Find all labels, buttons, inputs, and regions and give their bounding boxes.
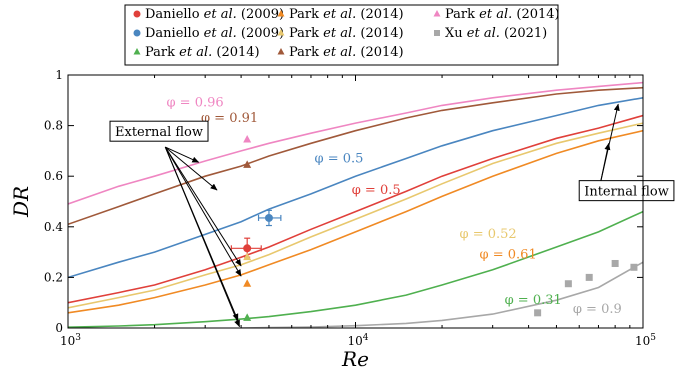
legend-label: Park et al. (2014): [289, 7, 404, 22]
legend-marker-triangle: [277, 10, 285, 17]
legend-entry-6: Park et al. (2014): [133, 45, 260, 60]
data-point-5: [243, 279, 252, 287]
annotation-1: Internal flow: [578, 103, 675, 202]
y-tick-label-2: 0.4: [44, 220, 63, 234]
legend-entry-0: Daniello et al. (2009): [133, 7, 284, 22]
y-tick-label-1: 0.2: [44, 270, 63, 284]
plot-area: φ = 0.96φ = 0.91 φ = 0.5 φ = 0.5 φ = 0.52 φ …: [68, 81, 675, 328]
annotation-0: External flow: [109, 120, 242, 328]
data-marker-triangle: [243, 135, 252, 143]
legend-label: Xu et al. (2021): [445, 26, 547, 41]
data-point-11: [630, 263, 638, 271]
annotation-text: External flow: [115, 125, 203, 140]
legend-marker-triangle: [277, 48, 285, 55]
legend-label: Daniello et al. (2009): [145, 26, 284, 41]
y-tick-label-5: 1: [55, 68, 63, 82]
y-tick-label-0: 0: [55, 321, 63, 335]
legend: Daniello et al. (2009) Park et al. (2014)…: [124, 4, 560, 66]
annotation-arrow-1: [164, 146, 218, 191]
data-point-4: [243, 252, 252, 261]
series-line-5: [68, 129, 643, 314]
data-marker-circle: [243, 244, 252, 253]
legend-marker-circle: [133, 29, 141, 37]
legend-box: [124, 4, 559, 66]
legend-label: Park et al. (2014): [289, 26, 404, 41]
series-line-3: [68, 114, 643, 304]
curve-label-6: φ = 0.31: [505, 293, 562, 308]
x-tick-label-1: 104: [348, 333, 369, 348]
data-marker-triangle: [243, 252, 252, 261]
annotation-box: [578, 180, 675, 202]
legend-entry-5: Xu et al. (2021): [434, 26, 547, 41]
y-axis-label: DR: [9, 186, 33, 218]
legend-label: Park et al. (2014): [289, 45, 404, 60]
legend-label: Park et al. (2014): [445, 7, 560, 22]
x-tick-label-0: 103: [60, 333, 81, 348]
data-marker-triangle: [243, 279, 252, 287]
series-line-7: [241, 261, 643, 328]
data-marker-square: [611, 259, 619, 267]
annotation-arrow-3: [164, 146, 242, 277]
curve-label-5: φ = 0.61: [480, 247, 537, 262]
series-line-4: [68, 122, 643, 309]
data-marker-square: [534, 309, 542, 317]
data-point-2: [243, 135, 252, 143]
annotation-box: [109, 120, 209, 142]
x-tick-label-2: 105: [635, 333, 656, 348]
legend-label: Daniello et al. (2009): [145, 7, 284, 22]
curve-label-3: φ = 0.5: [352, 183, 401, 198]
data-marker-circle: [264, 213, 273, 222]
axes: 103 104 105 0 0.2 0.4 0.6 0.8 1 Re DR: [9, 68, 656, 371]
curve-label-0: φ = 0.96: [166, 96, 223, 111]
data-point-6: [243, 313, 252, 321]
series-line-1: [68, 86, 643, 226]
legend-marker-square: [434, 30, 440, 36]
legend-marker-circle: [133, 10, 141, 18]
data-point-3: [243, 160, 252, 168]
legend-marker-triangle: [433, 10, 441, 17]
series-line-2: [68, 97, 643, 279]
legend-marker-triangle: [133, 48, 141, 55]
legend-entry-4: Park et al. (2014): [277, 26, 404, 41]
data-marker-square: [564, 280, 572, 288]
y-tick-label-3: 0.6: [44, 169, 63, 183]
legend-entry-1: Park et al. (2014): [277, 7, 404, 22]
legend-entry-7: Park et al. (2014): [277, 45, 404, 60]
series-lines: [68, 81, 643, 328]
annotation-arrow-0: [165, 146, 200, 163]
y-tick-label-4: 0.8: [44, 119, 63, 133]
data-point-7: [534, 309, 542, 317]
legend-entry-2: Park et al. (2014): [433, 7, 560, 22]
data-point-10: [611, 259, 619, 267]
series-line-0: [68, 81, 643, 205]
data-point-0: [230, 237, 262, 258]
curve-label-1: φ = 0.91: [201, 111, 258, 126]
legend-entry-3: Daniello et al. (2009): [133, 26, 284, 41]
x-axis-label: Re: [341, 347, 369, 371]
data-marker-triangle: [243, 160, 252, 168]
curve-label-2: φ = 0.5: [314, 151, 363, 166]
legend-label: Park et al. (2014): [145, 45, 260, 60]
legend-marker-triangle: [277, 29, 285, 36]
annotation-arrow-2: [164, 146, 242, 267]
data-point-9: [585, 273, 593, 281]
series-line-6: [68, 210, 643, 328]
data-marker-triangle: [243, 313, 252, 321]
data-point-8: [564, 280, 572, 288]
data-marker-square: [630, 263, 638, 271]
data-marker-square: [585, 273, 593, 281]
curve-label-4: φ = 0.52: [459, 227, 516, 242]
annotation-arrow-1: [599, 142, 611, 184]
annotation-arrow-5: [164, 146, 240, 328]
annotation-text: Internal flow: [584, 185, 669, 200]
curve-label-7: φ = 0.9: [573, 302, 622, 317]
data-point-1: [257, 209, 282, 227]
